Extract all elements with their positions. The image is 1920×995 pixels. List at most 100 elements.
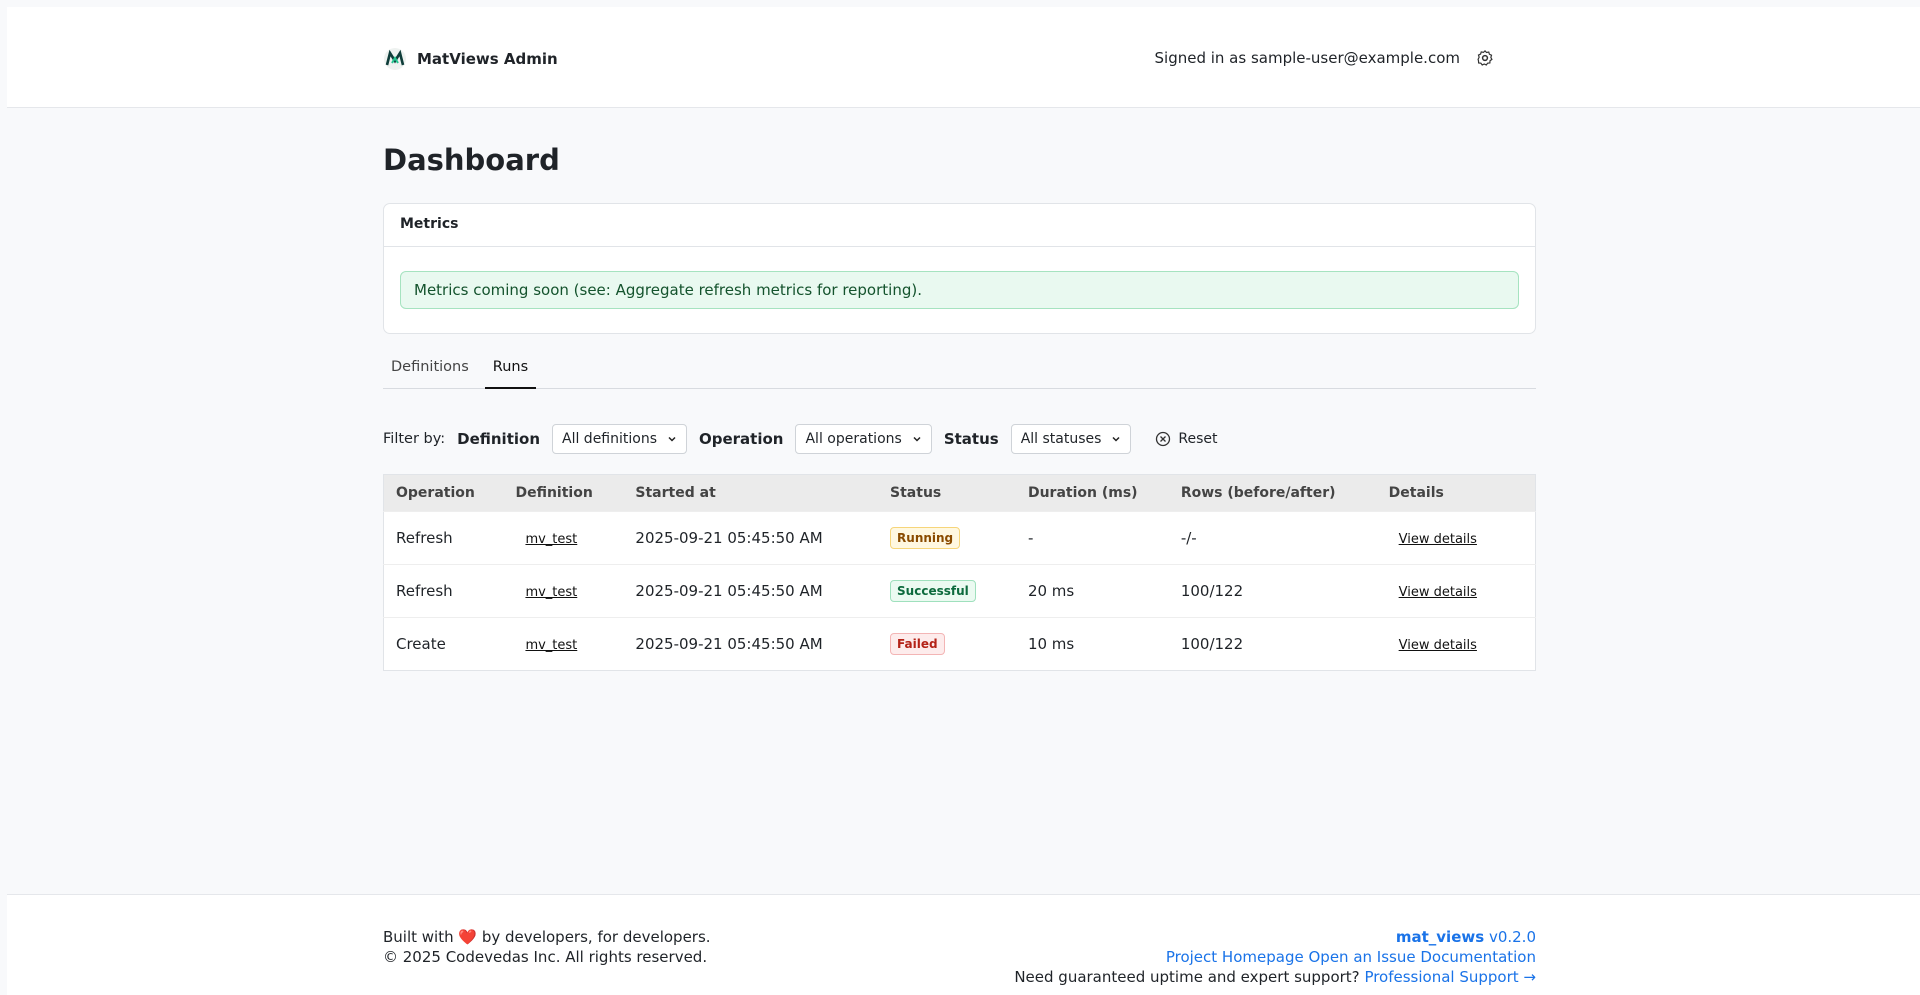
table-body: Refresh mv_test 2025-09-21 05:45:50 AM Runn…: [383, 511, 1536, 671]
table-cell: 2025-09-21 05:45:50 AM: [623, 617, 879, 671]
cell-text: Create: [396, 635, 446, 653]
support-link[interactable]: Professional Support →: [1364, 968, 1536, 986]
status-badge: Running: [890, 527, 961, 549]
table-cell: 20 ms: [1015, 564, 1169, 618]
card-title: Metrics: [384, 204, 1535, 247]
select[interactable]: All definitions: [552, 424, 687, 454]
page-title: Dashboard: [383, 143, 560, 177]
brand[interactable]: MatViews Admin: [383, 47, 558, 71]
settings-icon[interactable]: [1476, 49, 1494, 67]
footer-link[interactable]: Project Homepage: [1165, 948, 1304, 966]
table-cell: 100/122: [1168, 617, 1377, 671]
table-cell: View details: [1376, 511, 1536, 565]
cell-text: -/-: [1180, 529, 1197, 547]
logo: [384, 48, 406, 70]
table-cell: 2025-09-21 05:45:50 AM: [623, 564, 879, 618]
chevron: [1112, 436, 1120, 442]
cell-text: 2025-09-21 05:45:50 AM: [635, 529, 823, 547]
cell-text: Refresh: [396, 529, 453, 547]
tabs: Definitions Runs: [383, 355, 1536, 389]
details-link[interactable]: View details: [1398, 532, 1477, 547]
definition-link[interactable]: mv_test: [525, 638, 578, 653]
select[interactable]: All operations: [795, 424, 932, 454]
table-cell: View details: [1376, 564, 1536, 618]
table-cell: 100/122: [1168, 564, 1377, 618]
table-cell: Refresh: [383, 564, 504, 618]
filters: Filter by: Definition All definitions Oper…: [383, 424, 1218, 454]
select-value: All statuses: [1020, 431, 1102, 447]
cell-text: 100/122: [1180, 582, 1244, 600]
chevron: [668, 436, 676, 442]
table-cell: 2025-09-21 05:45:50 AM: [623, 511, 879, 565]
details-link[interactable]: View details: [1398, 638, 1477, 653]
reset-button[interactable]: Reset: [1155, 431, 1218, 447]
column-header: Definition: [503, 474, 624, 512]
table-cell: -: [1015, 511, 1169, 565]
table-row: Refresh mv_test 2025-09-21 05:45:50 AM Succ…: [383, 564, 1536, 618]
reset-label: Reset: [1178, 431, 1218, 447]
version: v0.2.0: [1488, 928, 1536, 946]
tab-active[interactable]: Runs: [484, 355, 537, 389]
tab[interactable]: Definitions: [391, 359, 469, 375]
filter-name: Definition: [457, 430, 540, 448]
definition-link[interactable]: mv_test: [525, 532, 578, 547]
top-bar: MatViews Admin Signed in as sample-user@…: [7, 7, 1920, 108]
filter-name: Status: [943, 430, 999, 448]
user-area: Signed in as sample-user@example.com: [1155, 49, 1495, 67]
table-cell: mv_test: [503, 511, 624, 565]
table-cell: mv_test: [503, 617, 624, 671]
column-header: Status: [878, 474, 1016, 512]
table-row: Create mv_test 2025-09-21 05:45:50 AM Faile…: [383, 617, 1536, 671]
cell-text: Refresh: [396, 582, 453, 600]
status-badge: Successful: [890, 580, 976, 602]
copyright: © 2025 Codevedas Inc. All rights reserve…: [383, 948, 708, 966]
cell-text: 2025-09-21 05:45:50 AM: [635, 582, 823, 600]
reset-icon: [1156, 431, 1171, 447]
table-cell: -/-: [1168, 511, 1377, 565]
table-cell: Running: [878, 511, 1016, 565]
status-badge: Failed: [890, 633, 945, 655]
column-header: Rows (before/after): [1168, 474, 1377, 512]
cell-text: 2025-09-21 05:45:50 AM: [635, 635, 823, 653]
filter-label: Filter by:: [383, 431, 446, 447]
cell-text: -: [1027, 529, 1034, 547]
filter-name: Operation: [699, 430, 784, 448]
cell-text: 20 ms: [1027, 582, 1075, 600]
footer: Built with ❤️ by developers, for develop…: [7, 894, 1920, 995]
table-row: Refresh mv_test 2025-09-21 05:45:50 AM Runn…: [383, 511, 1536, 565]
cell-text: 10 ms: [1027, 635, 1075, 653]
table-cell: Successful: [878, 564, 1016, 618]
definition-link[interactable]: mv_test: [525, 585, 578, 600]
header-row: Operation Definition Started at Status Durat…: [383, 474, 1536, 512]
table-cell: View details: [1376, 617, 1536, 671]
column-header: Details: [1376, 474, 1536, 512]
column-header: Operation: [383, 474, 504, 512]
support-text: Need guaranteed uptime and expert suppor…: [1014, 968, 1360, 986]
product-link[interactable]: mat_views: [1395, 928, 1485, 946]
table-cell: Create: [383, 617, 504, 671]
footer-left: Built with ❤️ by developers, for develop…: [383, 927, 711, 967]
table-cell: Refresh: [383, 511, 504, 565]
built-with: Built with ❤️ by developers, for develop…: [383, 928, 711, 946]
details-link[interactable]: View details: [1398, 585, 1477, 600]
footer-right: mat_views v0.2.0 Project Homepage Open a…: [1014, 927, 1536, 987]
alert: Metrics coming soon (see: Aggregate refr…: [400, 271, 1519, 309]
brand-name: MatViews Admin: [417, 50, 558, 68]
table-cell: 10 ms: [1015, 617, 1169, 671]
select-value: All operations: [805, 431, 902, 447]
footer-link[interactable]: Documentation: [1420, 948, 1536, 966]
metrics-card: Metrics Metrics coming soon (see: Aggreg…: [383, 203, 1536, 334]
table-cell: mv_test: [503, 564, 624, 618]
column-header: Started at: [623, 474, 879, 512]
footer-link[interactable]: Open an Issue: [1308, 948, 1416, 966]
select[interactable]: All statuses: [1010, 424, 1132, 454]
chevron: [913, 436, 921, 442]
cell-text: 100/122: [1180, 635, 1244, 653]
column-header: Duration (ms): [1015, 474, 1169, 512]
select-value: All definitions: [562, 431, 657, 447]
table-cell: Failed: [878, 617, 1016, 671]
runs-table: Operation Definition Started at Status Durat…: [383, 474, 1536, 671]
signed-in: Signed in as sample-user@example.com: [1154, 49, 1461, 67]
